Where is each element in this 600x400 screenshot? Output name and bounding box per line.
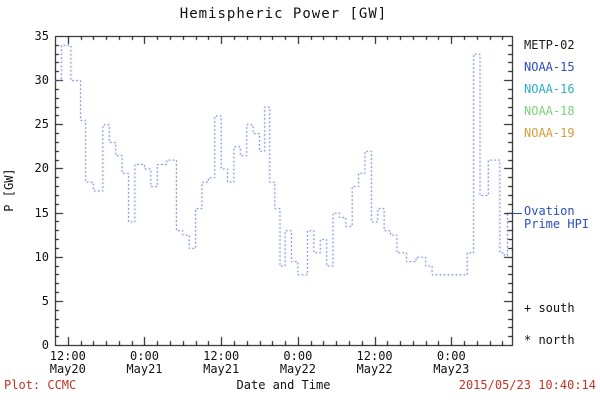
legend-item-metp-02: METP-02	[524, 38, 575, 52]
ovation-line-sample-icon	[512, 213, 522, 214]
ovation-label-line1: Ovation	[524, 204, 575, 218]
legend-item-noaa-15: NOAA-15	[524, 60, 575, 74]
chart-title: Hemispheric Power [GW]	[179, 6, 388, 22]
plot-source: Plot: CCMC	[4, 378, 77, 392]
legend-item-noaa-16: NOAA-16	[524, 82, 575, 96]
legend-item-noaa-19: NOAA-19	[524, 126, 575, 140]
satellite-legend: METP-02 NOAA-15 NOAA-16 NOAA-18 NOAA-19	[524, 38, 575, 140]
y-axis-label: P [GW]	[2, 168, 16, 212]
ovation-label-line2: Prime HPI	[524, 217, 590, 231]
plot-timestamp: 2015/05/23 10:40:14	[458, 378, 596, 392]
south-marker-legend: + south	[524, 301, 575, 315]
x-axis-label: Date and Time	[236, 378, 331, 392]
ovation-label: Ovation Prime HPI	[524, 205, 589, 231]
north-marker-legend: * north	[524, 333, 575, 347]
legend-item-noaa-18: NOAA-18	[524, 104, 575, 118]
